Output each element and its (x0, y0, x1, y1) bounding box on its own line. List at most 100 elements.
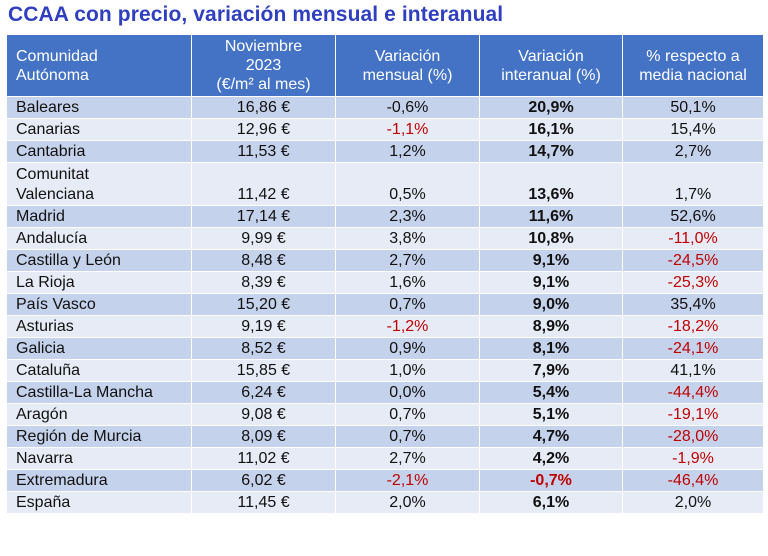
region-cell: Asturias (6, 315, 192, 338)
price-cell: 6,02 € (191, 469, 336, 492)
yearly-cell: 6,1% (479, 491, 623, 514)
region-cell: Madrid (6, 205, 192, 228)
price-cell: 9,19 € (191, 315, 336, 338)
price-cell: 11,02 € (191, 447, 336, 470)
region-line2: Valenciana (16, 186, 94, 203)
page-title: CCAA con precio, variación mensual e int… (8, 3, 504, 26)
price-cell: 6,24 € (191, 381, 336, 404)
vs-national-cell: 1,7% (622, 162, 764, 206)
yearly-cell: 9,1% (479, 249, 623, 272)
yearly-cell: 5,1% (479, 403, 623, 426)
monthly-cell: 2,0% (335, 491, 480, 514)
monthly-cell: 2,7% (335, 447, 480, 470)
region-cell: Cataluña (6, 359, 192, 382)
region-cell: Baleares (6, 96, 192, 119)
monthly-cell: -1,2% (335, 315, 480, 338)
region-line1: Comunitat (16, 166, 89, 183)
price-cell: 8,09 € (191, 425, 336, 448)
monthly-cell: 3,8% (335, 227, 480, 250)
region-cell: Región de Murcia (6, 425, 192, 448)
table-row: Cataluña 15,85 € 1,0% 7,9% 41,1% (6, 359, 764, 382)
yearly-cell: 14,7% (479, 140, 623, 163)
vs-national-cell: 35,4% (622, 293, 764, 316)
header-region-line1: Comunidad (16, 47, 98, 65)
header-monthly-line1: Variación (374, 47, 441, 65)
monthly-cell: -1,1% (335, 118, 480, 141)
header-vs-national: % respecto a media nacional (622, 34, 764, 97)
price-cell: 11,53 € (191, 140, 336, 163)
region-cell: Aragón (6, 403, 192, 426)
header-vs-national-line1: % respecto a (646, 47, 740, 65)
region-cell: La Rioja (6, 271, 192, 294)
monthly-cell: 0,5% (335, 162, 480, 206)
monthly-cell: -2,1% (335, 469, 480, 492)
price-cell: 8,52 € (191, 337, 336, 360)
table-row: Navarra 11,02 € 2,7% 4,2% -1,9% (6, 447, 764, 470)
monthly-cell: 0,9% (335, 337, 480, 360)
yearly-cell: 9,0% (479, 293, 623, 316)
vs-national-cell: -1,9% (622, 447, 764, 470)
header-region: Comunidad Autónoma (6, 34, 192, 97)
header-price: Noviembre 2023 (€/m² al mes) (191, 34, 336, 97)
price-table: Comunidad Autónoma Noviembre 2023 (€/m² … (6, 34, 764, 514)
yearly-cell: 11,6% (479, 205, 623, 228)
yearly-cell: 10,8% (479, 227, 623, 250)
monthly-cell: 2,3% (335, 205, 480, 228)
table-row: Castilla y León 8,48 € 2,7% 9,1% -24,5% (6, 249, 764, 272)
vs-national-cell: -19,1% (622, 403, 764, 426)
header-yearly-line2: interanual (%) (501, 66, 601, 84)
table-row: Aragón 9,08 € 0,7% 5,1% -19,1% (6, 403, 764, 426)
yearly-cell: 5,4% (479, 381, 623, 404)
yearly-cell: 8,1% (479, 337, 623, 360)
region-cell: Andalucía (6, 227, 192, 250)
header-price-line3: (€/m² al mes) (216, 76, 311, 93)
table-row: Andalucía 9,99 € 3,8% 10,8% -11,0% (6, 227, 764, 250)
table-row: Canarias 12,96 € -1,1% 16,1% 15,4% (6, 118, 764, 141)
monthly-cell: 1,6% (335, 271, 480, 294)
yearly-cell: 9,1% (479, 271, 623, 294)
monthly-cell: 0,7% (335, 293, 480, 316)
price-cell: 9,99 € (191, 227, 336, 250)
yearly-cell: 13,6% (479, 162, 623, 206)
monthly-cell: 0,7% (335, 403, 480, 426)
table-row: País Vasco 15,20 € 0,7% 9,0% 35,4% (6, 293, 764, 316)
region-cell: Castilla y León (6, 249, 192, 272)
region-cell: Navarra (6, 447, 192, 470)
table-row: España 11,45 € 2,0% 6,1% 2,0% (6, 491, 764, 514)
monthly-cell: -0,6% (335, 96, 480, 119)
header-price-line2: 2023 (245, 57, 282, 74)
table-row: Extremadura 6,02 € -2,1% -0,7% -46,4% (6, 469, 764, 492)
table-row: Región de Murcia 8,09 € 0,7% 4,7% -28,0% (6, 425, 764, 448)
vs-national-cell: -25,3% (622, 271, 764, 294)
region-cell: España (6, 491, 192, 514)
table-row: Baleares 16,86 € -0,6% 20,9% 50,1% (6, 96, 764, 119)
table-row: Cantabria 11,53 € 1,2% 14,7% 2,7% (6, 140, 764, 163)
vs-national-cell: 15,4% (622, 118, 764, 141)
price-cell: 9,08 € (191, 403, 336, 426)
monthly-cell: 2,7% (335, 249, 480, 272)
region-cell: País Vasco (6, 293, 192, 316)
vs-national-cell: -24,1% (622, 337, 764, 360)
monthly-cell: 1,0% (335, 359, 480, 382)
price-cell: 16,86 € (191, 96, 336, 119)
header-price-line1: Noviembre (224, 38, 303, 55)
region-cell: Cantabria (6, 140, 192, 163)
vs-national-cell: 52,6% (622, 205, 764, 228)
header-yearly-line1: Variación (518, 47, 584, 65)
region-cell: Extremadura (6, 469, 192, 492)
yearly-cell: 4,2% (479, 447, 623, 470)
region-cell: Canarias (6, 118, 192, 141)
price-cell: 15,85 € (191, 359, 336, 382)
vs-national-cell: -24,5% (622, 249, 764, 272)
vs-national-cell: 41,1% (622, 359, 764, 382)
region-cell: Comunitat Valenciana (6, 162, 192, 206)
vs-national-cell: -28,0% (622, 425, 764, 448)
table-row: Asturias 9,19 € -1,2% 8,9% -18,2% (6, 315, 764, 338)
header-monthly: Variación mensual (%) (335, 34, 480, 97)
vs-national-cell: -46,4% (622, 469, 764, 492)
vs-national-cell: 2,7% (622, 140, 764, 163)
table-row: Comunitat Valenciana 11,42 € 0,5% 13,6% … (6, 162, 764, 206)
yearly-cell: 16,1% (479, 118, 623, 141)
yearly-cell: -0,7% (479, 469, 623, 492)
price-cell: 12,96 € (191, 118, 336, 141)
